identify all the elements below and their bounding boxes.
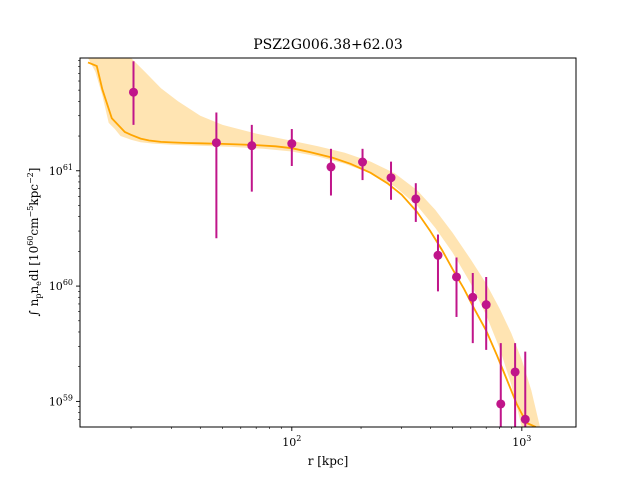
- plot-area: [87, 58, 540, 427]
- data-point: [411, 183, 421, 222]
- model-confidence-band: [88, 58, 540, 427]
- data-point: [510, 343, 520, 427]
- x-axis-label: r [kpc]: [308, 454, 349, 468]
- x-tick-label: 102: [282, 434, 301, 449]
- point-marker: [247, 141, 257, 151]
- data-point: [128, 61, 138, 125]
- point-marker: [326, 162, 336, 172]
- point-marker: [510, 367, 520, 377]
- point-marker: [211, 138, 221, 148]
- chart-title: PSZ2G006.38+62.03: [253, 37, 403, 53]
- point-marker: [287, 139, 297, 149]
- data-point: [211, 112, 221, 239]
- data-point: [468, 272, 478, 344]
- data-point: [386, 161, 396, 200]
- point-marker: [496, 399, 506, 409]
- data-points: [128, 61, 530, 427]
- data-point: [496, 343, 506, 427]
- point-marker: [358, 157, 368, 167]
- point-marker: [411, 194, 421, 204]
- point-marker: [468, 292, 478, 302]
- y-axis-ticks: 1059 1060 1061: [49, 60, 80, 420]
- model-line: [87, 61, 537, 427]
- data-point: [358, 148, 368, 181]
- y-tick-label: 1061: [49, 163, 73, 178]
- data-point: [287, 129, 297, 166]
- data-point: [481, 276, 491, 350]
- data-point: [451, 257, 461, 317]
- plot-frame: [79, 57, 577, 428]
- point-marker: [481, 300, 491, 310]
- data-point: [433, 234, 443, 292]
- point-marker: [451, 272, 461, 282]
- data-point: [520, 351, 530, 427]
- point-marker: [128, 87, 138, 97]
- data-point: [326, 148, 336, 196]
- y-tick-label: 1059: [49, 393, 73, 408]
- y-tick-label: 1060: [49, 278, 73, 293]
- point-marker: [433, 250, 443, 260]
- data-point: [247, 124, 257, 192]
- point-marker: [386, 173, 396, 183]
- x-axis-ticks: 102 103: [130, 427, 531, 449]
- y-axis-label: ∫ npnedl [1060cm−5kpc−2]: [26, 168, 43, 317]
- x-tick-label: 103: [512, 434, 531, 449]
- point-marker: [520, 414, 530, 424]
